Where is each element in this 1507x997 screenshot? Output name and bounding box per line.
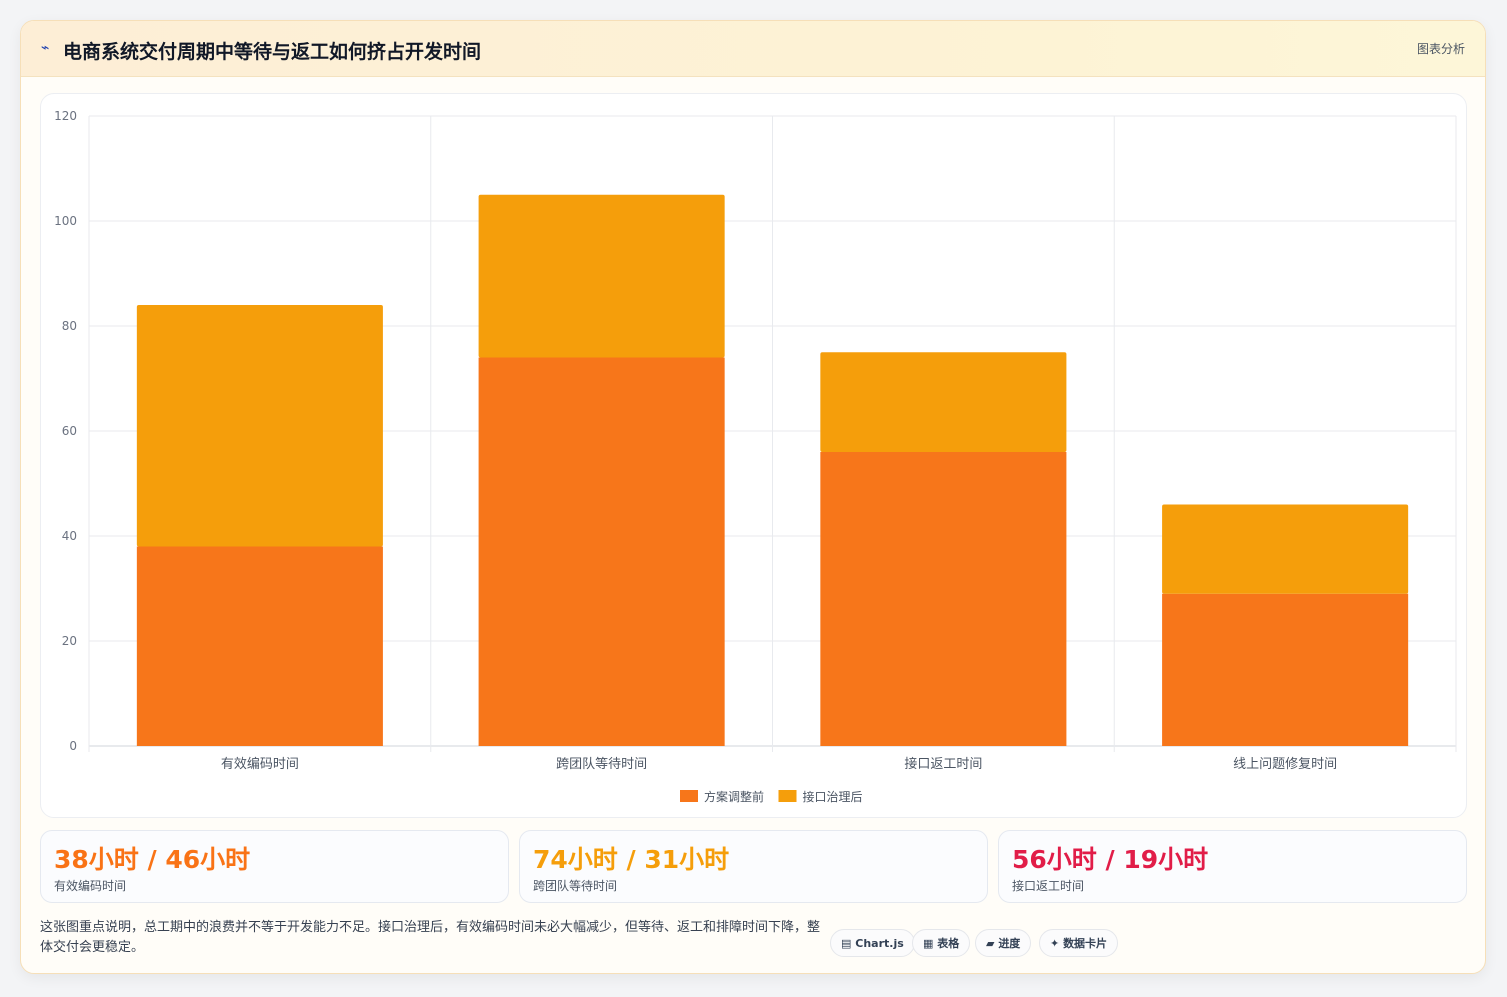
sparkle-icon: ✦ <box>1050 937 1060 950</box>
bar-segment <box>820 452 1067 746</box>
stat-value: 74小时 / 31小时 <box>533 845 730 874</box>
pill-progress[interactable]: ▰ 进度 <box>975 929 1032 957</box>
pill-label: Chart.js <box>855 937 904 950</box>
y-tick-label: 120 <box>54 109 77 123</box>
trend-icon: ⌁ <box>41 40 50 56</box>
y-tick-label: 20 <box>62 634 77 648</box>
y-tick-label: 0 <box>69 739 77 753</box>
chart-area: 0 20 40 60 80 100 120 有效编码时间 跨团队等待时间 接口返工时间 线上问题修复… <box>40 93 1467 818</box>
progress-icon: ▰ <box>986 937 995 950</box>
stacked-bar-chart: 0 20 40 60 80 100 120 有效编码时间 跨团队等待时间 接口返工时间 线上问题修复… <box>54 109 1457 804</box>
bar-segment <box>478 357 725 746</box>
card-header: ⌁ 电商系统交付周期中等待与返工如何挤占开发时间 图表分析 <box>21 21 1485 77</box>
bar-segment <box>820 352 1067 452</box>
chart-note: 这张图重点说明，总工期中的浪费并不等于开发能力不足。接口治理后，有效编码时间未必… <box>40 920 821 955</box>
y-tick-label: 60 <box>62 424 77 438</box>
chart-icon: ▤ <box>841 937 852 950</box>
bar-segment <box>1162 504 1409 594</box>
stat-card-waiting: 74小时 / 31小时 跨团队等待时间 <box>519 830 988 903</box>
pill-table[interactable]: ▦ 表格 <box>912 929 971 957</box>
chart-card: ⌁ 电商系统交付周期中等待与返工如何挤占开发时间 图表分析 0 20 40 60 80 1… <box>20 20 1486 974</box>
pill-label: 进度 <box>998 937 1021 950</box>
pill-label: 表格 <box>937 937 960 950</box>
stat-card-rework: 56小时 / 19小时 接口返工时间 <box>998 830 1467 903</box>
stat-value: 38小时 / 46小时 <box>54 845 251 874</box>
chart-tag[interactable]: 图表分析 <box>1416 42 1465 56</box>
stat-card-coding: 38小时 / 46小时 有效编码时间 <box>40 830 509 903</box>
y-tick-label: 40 <box>62 529 77 543</box>
legend-swatch <box>778 790 797 802</box>
x-tick-label: 接口返工时间 <box>904 756 982 772</box>
legend-label: 接口治理后 <box>803 789 863 804</box>
y-tick-label: 100 <box>54 214 77 228</box>
bar-segment <box>136 546 383 746</box>
table-icon: ▦ <box>923 937 934 950</box>
stat-value: 56小时 / 19小时 <box>1012 845 1209 874</box>
pill-chartjs[interactable]: ▤ Chart.js <box>830 929 915 957</box>
bar-segment <box>136 305 383 547</box>
stat-label: 有效编码时间 <box>54 879 127 893</box>
y-tick-label: 80 <box>62 319 77 333</box>
x-tick-label: 跨团队等待时间 <box>556 756 647 772</box>
bar-segment <box>478 194 725 358</box>
stat-label: 接口返工时间 <box>1012 879 1085 893</box>
bar-segment <box>1162 593 1409 746</box>
pill-label: 数据卡片 <box>1063 937 1108 950</box>
stat-label: 跨团队等待时间 <box>533 879 618 893</box>
x-tick-label: 有效编码时间 <box>221 757 299 772</box>
chart-title: 电商系统交付周期中等待与返工如何挤占开发时间 <box>63 41 482 63</box>
legend-swatch <box>680 790 698 802</box>
legend-label: 方案调整前 <box>704 789 764 804</box>
pill-datacard[interactable]: ✦ 数据卡片 <box>1039 929 1119 957</box>
x-tick-label: 线上问题修复时间 <box>1233 757 1337 772</box>
